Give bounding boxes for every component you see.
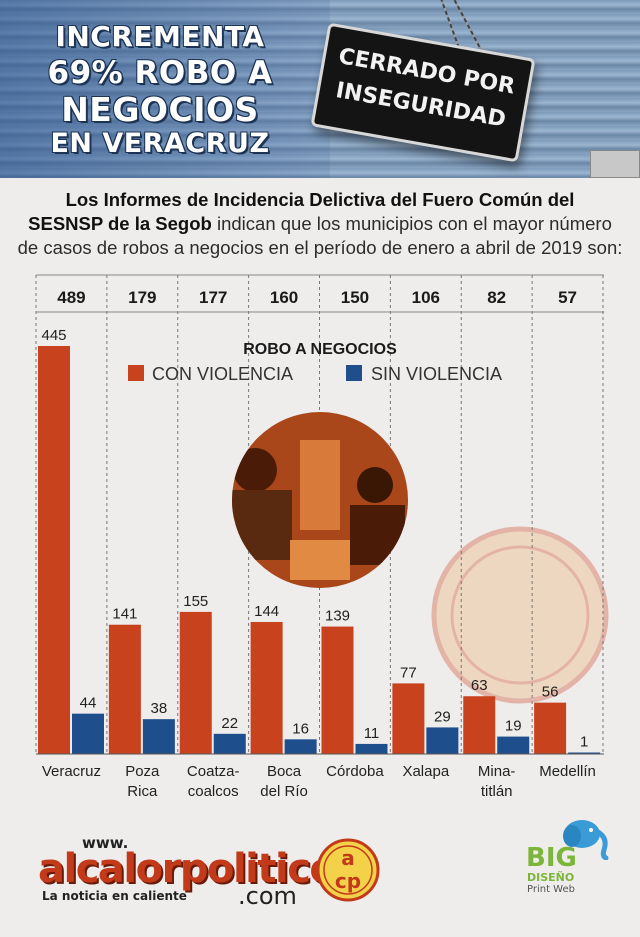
category-label: Rica bbox=[127, 783, 158, 800]
closed-sign: CERRADO POR INSEGURIDAD bbox=[310, 22, 536, 163]
chart-title: ROBO A NEGOCIOS bbox=[243, 341, 397, 358]
logo-www: www. bbox=[82, 834, 129, 852]
value-label-con-violencia: 445 bbox=[41, 327, 66, 344]
category-label: Medellín bbox=[539, 763, 596, 780]
category-label: Poza bbox=[125, 763, 160, 780]
title-panel bbox=[0, 0, 330, 178]
bar-con-violencia bbox=[108, 624, 141, 754]
headline-line-1: INCREMENTA bbox=[55, 20, 265, 53]
headline-line-2: 69% ROBO A bbox=[47, 55, 273, 91]
bar-sin-violencia bbox=[284, 739, 317, 754]
bar-sin-violencia bbox=[355, 743, 388, 754]
elephant-icon bbox=[563, 820, 609, 860]
big-subtitle: Print Web bbox=[527, 884, 575, 895]
value-label-con-violencia: 155 bbox=[183, 593, 208, 610]
category-label: Coatza- bbox=[187, 763, 240, 780]
value-label-con-violencia: 56 bbox=[542, 684, 559, 701]
total-label: 179 bbox=[128, 288, 156, 307]
value-label-sin-violencia: 11 bbox=[364, 725, 380, 742]
bar-sin-violencia bbox=[497, 736, 530, 754]
bar-sin-violencia bbox=[426, 727, 459, 754]
value-label-con-violencia: 63 bbox=[471, 677, 488, 694]
value-label-sin-violencia: 29 bbox=[434, 708, 451, 725]
intro-text-3: de casos de robos a negocios en el perío… bbox=[17, 237, 623, 258]
robbery-photo bbox=[232, 412, 408, 588]
legend-swatch-sin-violencia bbox=[346, 365, 362, 381]
value-label-con-violencia: 144 bbox=[254, 603, 279, 620]
bar-chart: 489 179 177 160 150 106 82 57 ROBO A NEGOCIOS CON… bbox=[0, 270, 640, 810]
category-label: Mina- bbox=[478, 763, 516, 780]
value-label-sin-violencia: 16 bbox=[292, 720, 309, 737]
value-label-sin-violencia: 22 bbox=[221, 715, 238, 732]
svg-text:a: a bbox=[341, 846, 355, 870]
bar-con-violencia bbox=[392, 683, 425, 754]
value-label-con-violencia: 77 bbox=[400, 664, 417, 681]
total-label: 150 bbox=[341, 288, 369, 307]
value-label-sin-violencia: 44 bbox=[80, 695, 97, 712]
bar-sin-violencia bbox=[142, 719, 175, 754]
bar-con-violencia bbox=[321, 626, 354, 754]
bar-con-violencia bbox=[179, 611, 212, 754]
bar-sin-violencia bbox=[213, 733, 246, 754]
total-label: 489 bbox=[57, 288, 85, 307]
category-label: titlán bbox=[481, 783, 513, 800]
total-label: 57 bbox=[558, 288, 577, 307]
intro-text: Los Informes de Incidencia Delictiva del… bbox=[0, 188, 640, 260]
big-diseno-logo[interactable]: BIG DISEÑO Print Web bbox=[520, 818, 610, 898]
headline-line-4: EN VERACRUZ bbox=[50, 128, 270, 159]
total-label: 160 bbox=[270, 288, 298, 307]
category-label: Córdoba bbox=[326, 763, 384, 780]
logo-site-name: alcalorpolitico bbox=[38, 846, 337, 892]
legend-label-sin-violencia: SIN VIOLENCIA bbox=[371, 364, 502, 384]
bar-con-violencia bbox=[463, 696, 496, 754]
header-banner: INCREMENTA 69% ROBO A NEGOCIOS EN VERACR… bbox=[0, 0, 640, 178]
bar-sin-violencia bbox=[72, 713, 104, 754]
intro-text-2: indican que los municipios con el mayor … bbox=[211, 213, 612, 234]
value-label-con-violencia: 139 bbox=[325, 608, 350, 625]
total-label: 82 bbox=[487, 288, 506, 307]
bar-con-violencia bbox=[38, 346, 70, 754]
value-label-sin-violencia: 19 bbox=[505, 718, 522, 735]
total-label: 106 bbox=[412, 288, 440, 307]
total-label: 177 bbox=[199, 288, 227, 307]
big-title: BIG bbox=[526, 843, 577, 873]
legend-swatch-con-violencia bbox=[128, 365, 144, 381]
logo-dotcom: .com bbox=[238, 882, 297, 910]
bar-sin-violencia bbox=[568, 752, 601, 754]
alcalorpolitico-logo[interactable]: www. alcalorpolitico La noticia en calie… bbox=[38, 834, 338, 914]
acp-badge-icon: a cp bbox=[316, 838, 380, 902]
intro-bold-2: SESNSP de la Segob bbox=[28, 213, 212, 234]
category-label: del Río bbox=[260, 783, 308, 800]
acp-watermark-icon bbox=[431, 526, 609, 704]
logo-tagline: La noticia en caliente bbox=[42, 889, 187, 903]
value-label-con-violencia: 141 bbox=[112, 606, 137, 623]
value-label-sin-violencia: 38 bbox=[151, 700, 168, 717]
bar-con-violencia bbox=[250, 621, 283, 754]
intro-bold-1: Los Informes de Incidencia Delictiva del… bbox=[65, 189, 575, 210]
category-label: Boca bbox=[267, 763, 302, 780]
svg-text:cp: cp bbox=[335, 869, 361, 893]
door-hinge bbox=[590, 150, 640, 178]
headline-line-3: NEGOCIOS bbox=[61, 90, 259, 129]
category-label: Xalapa bbox=[402, 763, 449, 780]
big-diseno-text: DISEÑO bbox=[527, 871, 575, 884]
legend-label-con-violencia: CON VIOLENCIA bbox=[152, 364, 293, 384]
value-label-sin-violencia: 1 bbox=[580, 734, 588, 751]
category-label: Veracruz bbox=[42, 763, 101, 780]
category-label: coalcos bbox=[188, 783, 239, 800]
bar-con-violencia bbox=[534, 702, 567, 754]
